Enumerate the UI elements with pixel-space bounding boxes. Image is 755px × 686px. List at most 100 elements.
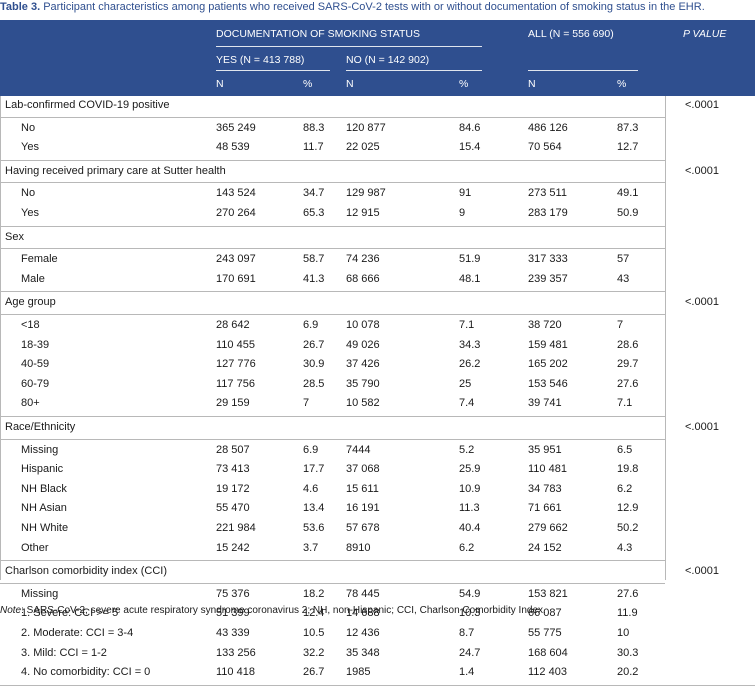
cell-no-n: 22 025 (346, 141, 380, 154)
table-title: Participant characteristics among patien… (43, 1, 705, 13)
cell-no-n: 57 678 (346, 522, 380, 534)
cell-all-pct: 27.6 (617, 377, 639, 390)
section-title-row: Race/Ethnicity <.0001 (0, 418, 755, 437)
cell-no-pct: 34.3 (459, 338, 481, 351)
cell-yes-n: 73 413 (216, 463, 250, 476)
section-title-rule (0, 314, 665, 315)
header-no-n: N (346, 78, 354, 90)
cell-all-n: 486 126 (528, 121, 568, 134)
cell-yes-n: 28 642 (216, 319, 250, 331)
cell-all-n: 70 564 (528, 141, 562, 154)
cell-label: Female (21, 253, 58, 266)
section-title-rule (0, 582, 665, 584)
cell-no-n: 15 611 (346, 482, 379, 495)
cell-label: NH Asian (21, 502, 67, 515)
cell-yes-pct: 58.7 (303, 253, 325, 266)
cell-no-n: 68 666 (346, 272, 380, 285)
cell-no-pct: 54.9 (459, 587, 481, 600)
cell-label: 18-39 (21, 338, 50, 351)
cell-label: Yes (21, 141, 39, 154)
table-row: NH Asian 55 470 13.4 16 191 11.3 71 661 12.9 (0, 499, 755, 518)
table-row: Male 170 691 41.3 68 666 48.1 239 357 43 (0, 270, 755, 289)
cell-label: 4. No comorbidity: CCI = 0 (21, 666, 151, 679)
cell-no-pct: 9 (459, 207, 466, 219)
table-pvalue-divider (665, 96, 666, 580)
cell-yes-pct: 28.5 (303, 377, 325, 390)
cell-no-pct: 15.4 (459, 141, 481, 154)
section-title-row: Lab-confirmed COVID-19 positive <.0001 (0, 96, 755, 115)
cell-no-n: 35 790 (346, 377, 380, 390)
cell-all-pct: 12.7 (617, 141, 639, 154)
cell-yes-pct: 88.3 (303, 121, 325, 134)
cell-yes-n: 127 776 (216, 358, 256, 371)
cell-yes-pct: 10.5 (303, 627, 325, 639)
cell-yes-pct: 53.6 (303, 522, 325, 534)
cell-yes-n: 15 242 (216, 541, 250, 554)
cell-yes-pct: 6.9 (303, 443, 319, 456)
cell-no-pct: 10.9 (459, 482, 481, 495)
cell-no-n: 37 426 (346, 358, 380, 371)
cell-all-n: 55 775 (528, 627, 562, 639)
section-title-row: Having received primary care at Sutter h… (0, 162, 755, 181)
cell-label: 2. Moderate: CCI = 3-4 (21, 627, 134, 639)
cell-yes-pct: 18.2 (303, 587, 325, 600)
cell-all-pct: 4.3 (617, 541, 633, 554)
section-title-rule (0, 438, 665, 440)
header-all-n: N (528, 78, 536, 90)
cell-all-pct: 30.3 (617, 646, 639, 659)
cell-yes-n: 29 159 (216, 397, 250, 410)
cell-no-pct: 26.2 (459, 358, 481, 371)
cell-yes-n: 270 264 (216, 207, 256, 219)
cell-no-n: 120 877 (346, 121, 386, 134)
section-title: Having received primary care at Sutter h… (5, 164, 226, 177)
cell-yes-n: 243 097 (216, 253, 256, 266)
header-group-all: ALL (N = 556 690) (528, 28, 614, 40)
cell-yes-n: 19 172 (216, 482, 250, 495)
cell-no-pct: 40.4 (459, 522, 481, 534)
cell-no-n: 12 436 (346, 627, 380, 639)
cell-all-pct: 11.9 (617, 607, 638, 620)
section-pvalue: <.0001 (685, 296, 719, 309)
cell-no-n: 8910 (346, 541, 371, 554)
cell-yes-n: 28 507 (216, 443, 250, 456)
cell-all-n: 71 661 (528, 502, 562, 515)
cell-no-pct: 84.6 (459, 121, 481, 134)
note-label: Note (0, 605, 22, 616)
cell-no-n: 12 915 (346, 207, 380, 219)
section-pvalue: <.0001 (685, 565, 719, 578)
cell-yes-n: 133 256 (216, 646, 256, 659)
header-yes-pct: % (303, 78, 313, 90)
cell-yes-n: 75 376 (216, 587, 250, 600)
cell-yes-pct: 12.4 (303, 607, 325, 620)
cell-yes-pct: 17.7 (303, 463, 325, 476)
cell-yes-n: 170 691 (216, 272, 256, 285)
section-title: Age group (5, 296, 56, 309)
header-group-documentation: DOCUMENTATION OF SMOKING STATUS (216, 28, 420, 40)
table-row: 18-39 110 455 26.7 49 026 34.3 159 481 28.6 (0, 336, 755, 355)
cell-no-pct: 7.1 (459, 319, 475, 331)
cell-label: 1. Severe: CCI >= 5 (21, 607, 119, 620)
cell-no-n: 14 688 (346, 607, 380, 620)
header-rule-all (528, 70, 638, 71)
cell-yes-n: 43 339 (216, 627, 250, 639)
table-row: Yes 48 539 11.7 22 025 15.4 70 564 12.7 (0, 138, 755, 157)
header-group-yes: YES (N = 413 788) (216, 54, 305, 66)
section-title: Race/Ethnicity (5, 421, 76, 433)
cell-no-pct: 91 (459, 187, 472, 200)
section-divider (0, 416, 665, 417)
header-all-pct: % (617, 78, 627, 90)
cell-yes-n: 51 399 (216, 607, 250, 620)
cell-all-n: 38 720 (528, 319, 562, 331)
cell-no-n: 74 236 (346, 253, 380, 266)
cell-yes-pct: 13.4 (303, 502, 325, 515)
table-row: NH White 221 984 53.6 57 678 40.4 279 662 50.2 (0, 519, 755, 538)
section-title-row: Sex (0, 228, 755, 247)
cell-all-pct: 7 (617, 319, 624, 331)
cell-all-pct: 49.1 (617, 187, 639, 200)
cell-all-n: 24 152 (528, 541, 562, 554)
cell-all-n: 112 403 (528, 666, 567, 679)
cell-yes-n: 117 756 (216, 377, 255, 390)
header-pvalue: P VALUE (683, 28, 727, 40)
cell-all-n: 66 087 (528, 607, 562, 620)
cell-all-n: 165 202 (528, 358, 568, 371)
